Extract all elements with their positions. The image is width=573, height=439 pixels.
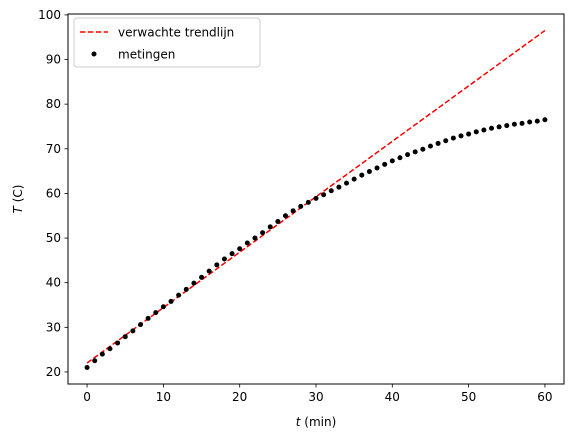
data-point bbox=[489, 125, 495, 131]
data-point bbox=[374, 165, 380, 171]
x-axis-label: t (min) bbox=[296, 415, 337, 429]
data-point bbox=[336, 184, 342, 190]
plot-area bbox=[84, 29, 548, 370]
data-point bbox=[366, 169, 372, 175]
data-point bbox=[267, 224, 273, 230]
x-tick-label: 20 bbox=[232, 390, 247, 404]
data-point bbox=[542, 117, 548, 123]
axis-ticks: 0 10 20 30 40 50 60 20 30 40 50 60 70 80 90 100 bbox=[38, 8, 552, 404]
data-point bbox=[199, 274, 205, 280]
trendline bbox=[86, 29, 546, 364]
y-tick-label: 90 bbox=[46, 53, 61, 67]
data-point bbox=[298, 203, 304, 209]
data-point bbox=[214, 262, 220, 268]
y-tick-label: 70 bbox=[46, 142, 61, 156]
data-point bbox=[305, 199, 311, 205]
x-tick-label: 60 bbox=[537, 390, 552, 404]
data-point bbox=[412, 149, 418, 155]
legend-label-trendline: verwachte trendlijn bbox=[118, 26, 234, 40]
data-point bbox=[481, 127, 487, 133]
x-tick-label: 30 bbox=[308, 390, 323, 404]
data-point bbox=[450, 135, 456, 141]
data-point bbox=[382, 161, 388, 167]
data-point bbox=[443, 138, 449, 144]
data-point bbox=[191, 280, 197, 286]
y-axis-label: T (C) bbox=[11, 185, 25, 214]
data-point bbox=[160, 304, 166, 310]
legend-box bbox=[73, 17, 261, 68]
data-point bbox=[260, 230, 266, 236]
data-point bbox=[115, 340, 121, 346]
data-point bbox=[137, 322, 143, 328]
data-point bbox=[321, 192, 327, 198]
data-point bbox=[496, 124, 502, 130]
data-point bbox=[176, 292, 182, 298]
data-point bbox=[183, 286, 189, 292]
data-point bbox=[290, 208, 296, 214]
x-tick-label: 40 bbox=[385, 390, 400, 404]
y-axis-unit: (C) bbox=[11, 185, 25, 207]
data-point bbox=[282, 213, 288, 219]
y-axis-variable: T bbox=[11, 204, 25, 213]
data-point bbox=[504, 123, 510, 129]
data-point bbox=[145, 315, 151, 321]
data-point bbox=[84, 364, 90, 370]
data-point bbox=[229, 251, 235, 257]
x-tick-label: 10 bbox=[156, 390, 171, 404]
y-tick-label: 100 bbox=[38, 8, 61, 22]
x-tick-label: 0 bbox=[83, 390, 91, 404]
legend-label-measurements: metingen bbox=[118, 48, 175, 62]
data-point bbox=[99, 351, 105, 357]
data-point bbox=[130, 328, 136, 334]
data-point bbox=[275, 219, 281, 225]
data-point bbox=[359, 172, 365, 178]
data-point bbox=[405, 152, 411, 158]
legend-point-marker bbox=[91, 51, 97, 57]
data-point bbox=[122, 334, 128, 340]
data-point bbox=[328, 188, 334, 194]
x-axis-unit: (min) bbox=[300, 415, 336, 429]
data-point bbox=[252, 235, 258, 241]
y-tick-label: 30 bbox=[46, 320, 61, 334]
data-point bbox=[473, 129, 479, 135]
data-point bbox=[397, 155, 403, 161]
data-point bbox=[168, 298, 174, 304]
data-point bbox=[153, 310, 159, 316]
data-point bbox=[435, 140, 441, 146]
y-tick-label: 50 bbox=[46, 231, 61, 245]
data-point bbox=[420, 146, 426, 152]
x-axis-variable: t bbox=[296, 415, 302, 429]
data-point bbox=[313, 195, 319, 201]
data-point bbox=[206, 268, 212, 274]
data-point bbox=[344, 180, 350, 186]
data-point bbox=[458, 133, 464, 139]
data-point bbox=[466, 131, 472, 137]
data-point bbox=[427, 143, 433, 149]
y-tick-label: 80 bbox=[46, 97, 61, 111]
x-tick-label: 50 bbox=[461, 390, 476, 404]
y-tick-label: 20 bbox=[46, 365, 61, 379]
data-point bbox=[527, 119, 533, 125]
data-point bbox=[237, 246, 243, 252]
data-point bbox=[351, 176, 357, 182]
data-point bbox=[107, 346, 113, 352]
y-tick-label: 40 bbox=[46, 276, 61, 290]
y-tick-label: 60 bbox=[46, 186, 61, 200]
data-point bbox=[244, 240, 250, 246]
data-point bbox=[511, 121, 517, 127]
data-point bbox=[534, 118, 540, 124]
legend: verwachte trendlijn metingen bbox=[73, 17, 261, 68]
data-point bbox=[92, 358, 98, 364]
data-point bbox=[389, 158, 395, 164]
data-point bbox=[221, 256, 227, 262]
data-point bbox=[519, 120, 525, 126]
